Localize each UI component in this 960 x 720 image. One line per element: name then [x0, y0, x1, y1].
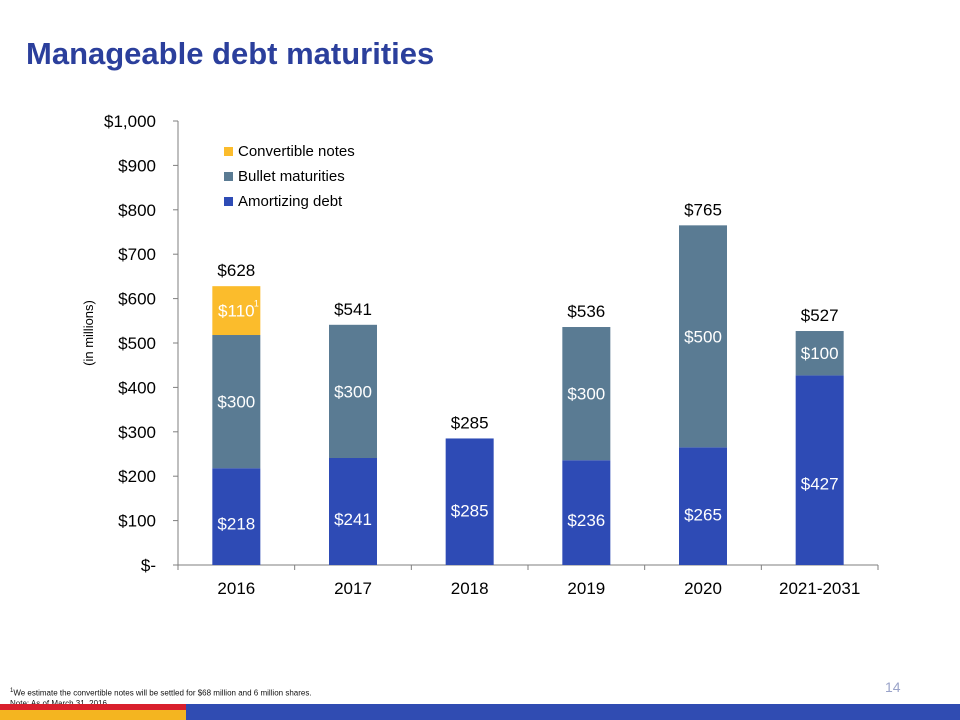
x-tick-label: 2016 [217, 579, 255, 598]
amortizing-debt-bar [212, 468, 261, 565]
bar-total-label: $527 [801, 306, 839, 325]
amortizing-debt-bar [795, 375, 844, 565]
bar-total-label: $536 [567, 302, 605, 321]
segment-value-label: $241 [334, 510, 372, 529]
amortizing-debt-bar [562, 460, 611, 565]
y-tick-label: $500 [118, 334, 156, 353]
bar-total-label: $765 [684, 200, 722, 219]
bar-total-label: $285 [451, 413, 489, 432]
segment-value-label: $427 [801, 474, 839, 493]
y-tick-label: $200 [118, 467, 156, 486]
brand-stripe-blue [186, 704, 960, 720]
legend-swatch [224, 197, 233, 206]
amortizing-debt-bar [445, 438, 494, 565]
segment-value-label: $236 [567, 511, 605, 530]
x-tick-label: 2019 [567, 579, 605, 598]
amortizing-debt-bar [679, 447, 727, 565]
segment-value-label: $285 [451, 502, 489, 521]
segment-value-label: $265 [684, 505, 722, 524]
amortizing-debt-bar [329, 457, 377, 565]
x-tick-label: 2018 [451, 579, 489, 598]
y-tick-label: $700 [118, 245, 156, 264]
y-axis-title: (in millions) [81, 300, 96, 366]
y-tick-label: $1,000 [104, 112, 156, 131]
bullet-maturities-bar [679, 225, 727, 448]
segment-value-label: $218 [217, 514, 255, 533]
bullet-maturities-bar [562, 327, 611, 461]
segment-value-label: $300 [567, 385, 605, 404]
y-tick-label: $400 [118, 378, 156, 397]
brand-stripe-yellow [0, 710, 186, 720]
page-title: Manageable debt maturities [26, 36, 435, 71]
segment-value-label: $300 [217, 393, 255, 412]
stacked-bar-chart: $- $100 $200 $300 $400 $500 $600 $700 $800 $900 $1… [81, 112, 879, 598]
bar-total-label: $541 [334, 300, 372, 319]
y-tick-label: $600 [118, 290, 156, 309]
footnotes: 1We estimate the convertible notes will … [10, 686, 312, 709]
y-tick-label: $300 [118, 423, 156, 442]
footnote-note: Note: As of March 31, 2016. [10, 699, 312, 709]
y-tick-label: $800 [118, 201, 156, 220]
legend-label: Convertible notes [238, 143, 355, 160]
segment-value-label: $500 [684, 327, 722, 346]
segment-value-label: $300 [334, 382, 372, 401]
footnote-1: 1We estimate the convertible notes will … [10, 686, 312, 699]
bullet-maturities-bar [329, 324, 377, 458]
brand-stripe-red [0, 704, 186, 710]
x-tick-label: 2021-2031 [779, 579, 860, 598]
x-tick-label: 2020 [684, 579, 722, 598]
x-tick-label: 2017 [334, 579, 372, 598]
legend-swatch [224, 147, 233, 156]
y-tick-label: $900 [118, 156, 156, 175]
segment-value-label: $100 [801, 344, 839, 363]
legend-swatch [224, 172, 233, 181]
bullet-maturities-bar [795, 331, 844, 376]
y-tick-label: $100 [118, 512, 156, 531]
legend-label: Bullet maturities [238, 168, 345, 185]
bar-total-label: $628 [217, 261, 255, 280]
segment-value-label: $110 [218, 302, 255, 321]
segment-superscript: 1 [254, 299, 259, 309]
convertible-notes-bar [212, 286, 261, 336]
page-number: 14 [885, 679, 901, 695]
footnote-marker: 1 [10, 688, 14, 694]
y-tick-label: $- [141, 556, 156, 575]
bullet-maturities-bar [212, 335, 261, 469]
footnote-1-text: We estimate the convertible notes will b… [13, 688, 312, 698]
legend-label: Amortizing debt [238, 193, 343, 210]
